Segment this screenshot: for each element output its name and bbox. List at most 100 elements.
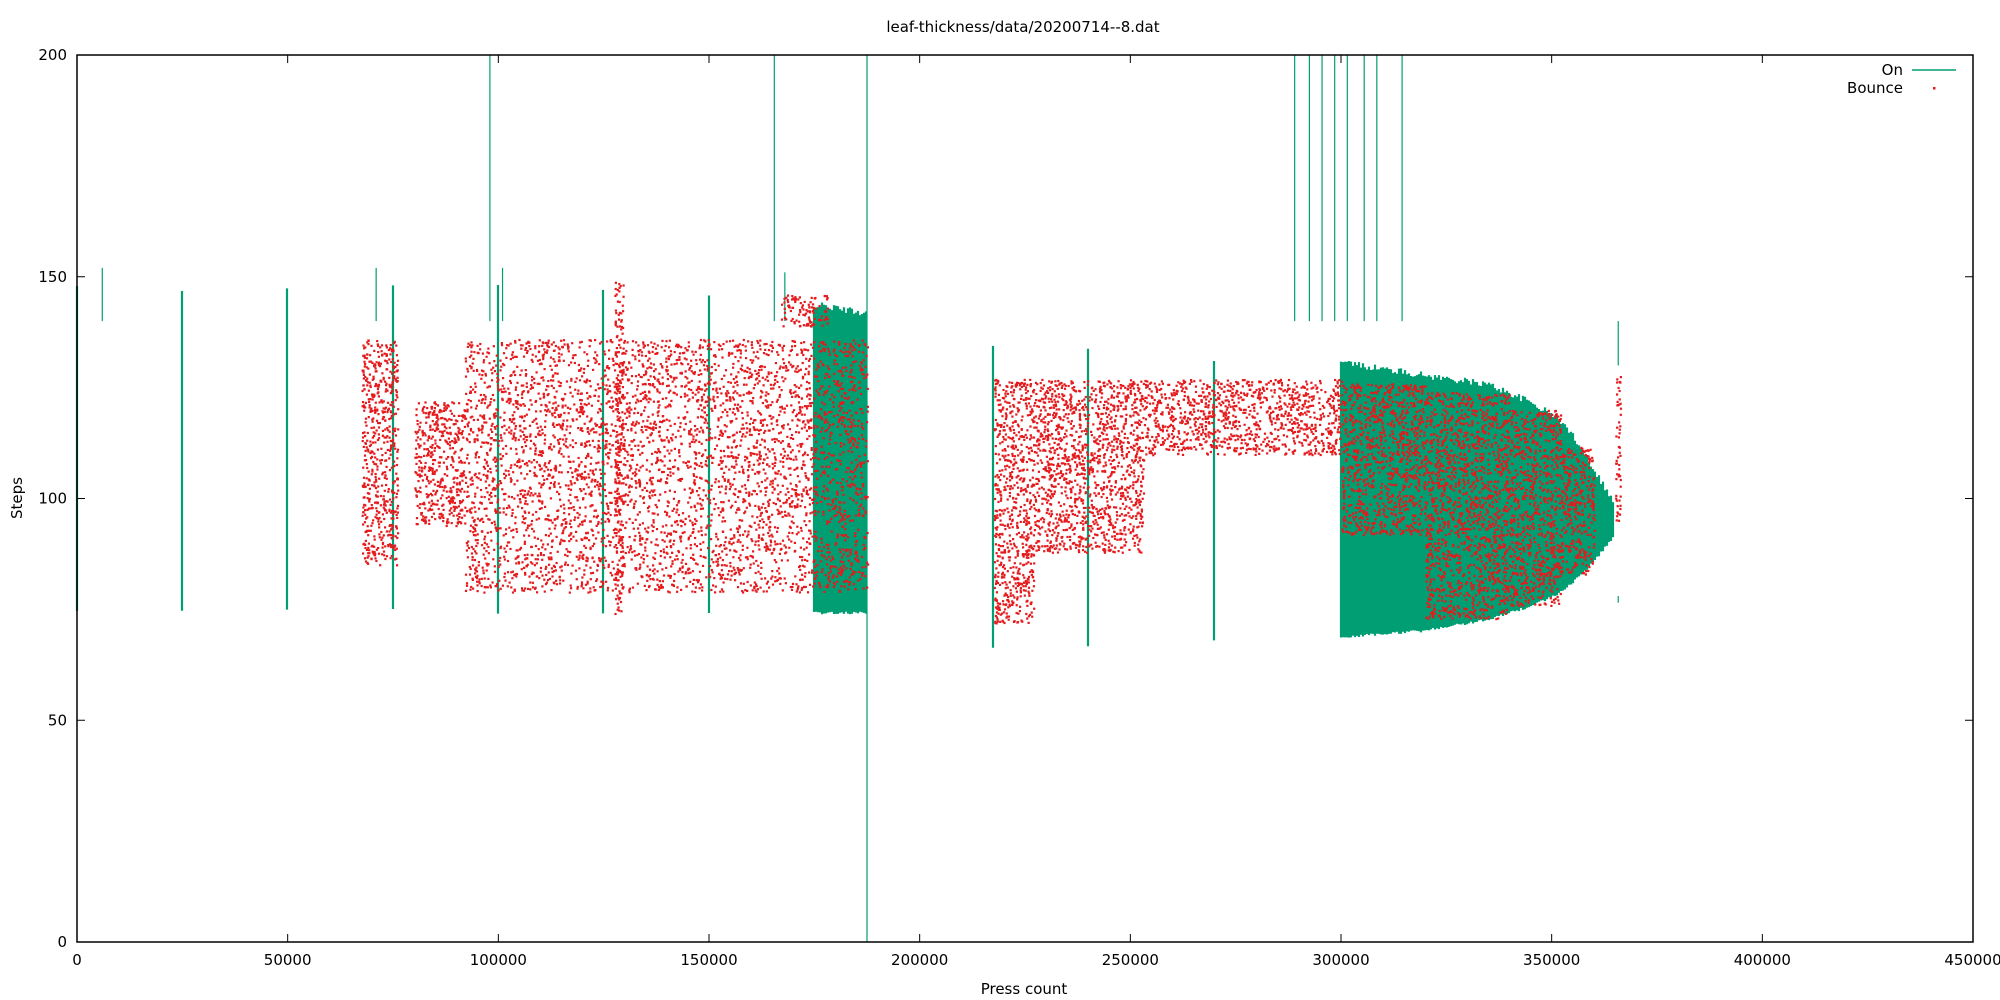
bounce-point [782, 447, 785, 451]
bounce-point [487, 552, 490, 555]
bounce-point [652, 384, 655, 387]
bounce-point [768, 548, 771, 551]
bounce-point [710, 407, 713, 410]
bounce-point [415, 408, 418, 411]
bounce-point [566, 446, 569, 449]
bounce-point [693, 467, 696, 470]
bounce-point [665, 535, 669, 538]
bounce-point [677, 501, 680, 504]
bounce-point [605, 446, 608, 449]
bounce-point [826, 522, 829, 525]
bounce-point [499, 556, 502, 560]
bounce-point [760, 561, 763, 564]
bounce-point [757, 433, 761, 436]
bounce-point [466, 408, 469, 411]
bounce-point [396, 376, 399, 379]
bounce-point [388, 498, 392, 501]
bounce-point [635, 568, 638, 571]
bounce-point [420, 474, 423, 477]
bounce-point [552, 358, 555, 361]
bounce-point [637, 344, 640, 347]
bounce-point [494, 526, 497, 529]
bounce-point [727, 381, 730, 384]
bounce-point [593, 431, 596, 434]
bounce-point [865, 439, 868, 442]
bounce-point [690, 428, 693, 431]
bounce-point [594, 422, 597, 425]
bounce-point [860, 408, 863, 411]
bounce-point [533, 419, 536, 422]
bounce-point [470, 406, 473, 409]
bounce-point [377, 413, 380, 416]
bounce-point [817, 363, 820, 366]
bounce-point [503, 572, 506, 575]
bounce-point [646, 554, 649, 557]
bounce-point [561, 428, 564, 431]
bounce-point [651, 476, 654, 479]
bounce-point [450, 456, 453, 459]
bounce-point [534, 444, 537, 447]
bounce-point [521, 344, 524, 347]
bounce-point [717, 485, 721, 488]
bounce-point [568, 591, 571, 594]
bounce-point [581, 429, 584, 433]
bounce-point [425, 416, 428, 419]
bounce-point [595, 360, 598, 363]
bounce-point [395, 394, 398, 397]
bounce-point [647, 350, 650, 353]
bounce-point [782, 424, 785, 427]
bounce-point [384, 504, 387, 507]
bounce-point [661, 460, 664, 463]
bounce-point [720, 564, 724, 567]
bounce-point [815, 440, 818, 444]
bounce-point [393, 442, 396, 445]
bounce-point [690, 388, 693, 392]
bounce-point [548, 577, 551, 580]
bounce-point [505, 528, 508, 531]
bounce-point [497, 565, 500, 568]
bounce-point [586, 532, 589, 535]
bounce-point [862, 485, 865, 488]
bounce-point [628, 415, 631, 418]
bounce-point [836, 534, 839, 538]
bounce-point [847, 354, 850, 357]
bounce-point [845, 550, 848, 553]
bounce-point [597, 485, 600, 488]
bounce-point [774, 362, 777, 365]
bounce-point [642, 497, 645, 500]
bounce-point [541, 574, 544, 577]
bounce-point [568, 386, 572, 389]
bounce-point [536, 558, 539, 561]
bounce-point [795, 495, 798, 498]
bounce-point [656, 583, 659, 586]
bounce-point [732, 456, 735, 460]
bounce-point [570, 507, 573, 510]
bounce-point [736, 403, 740, 406]
bounce-point [704, 449, 707, 452]
bounce-point [366, 497, 369, 500]
bounce-point [681, 531, 684, 535]
bounce-point [687, 538, 690, 541]
bounce-point [450, 489, 453, 492]
bounce-point [424, 434, 427, 437]
bounce-point [673, 539, 676, 542]
bounce-point [492, 477, 495, 480]
bounce-point [555, 583, 559, 586]
bounce-point [478, 580, 481, 583]
bounce-point [745, 357, 748, 360]
bounce-point [567, 412, 570, 415]
bounce-point [736, 540, 739, 543]
bounce-point [839, 433, 842, 437]
bounce-point [545, 573, 548, 577]
bounce-point [367, 398, 370, 401]
bounce-point [721, 507, 724, 510]
bounce-point [765, 542, 768, 545]
bounce-point [578, 557, 581, 560]
bounce-point [839, 402, 842, 405]
bounce-point [844, 533, 847, 537]
bounce-point [495, 528, 498, 531]
bounce-point [428, 501, 431, 504]
bounce-point [383, 436, 386, 439]
bounce-point [366, 353, 369, 356]
bounce-point [862, 373, 865, 376]
